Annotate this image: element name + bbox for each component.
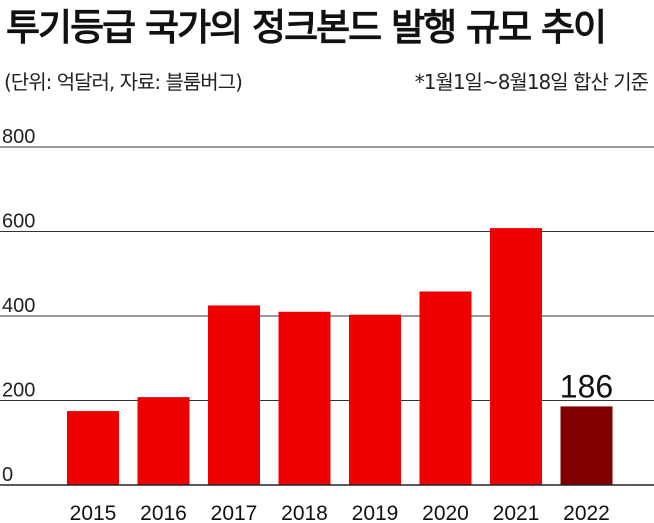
x-tick-label: 2022 [563,502,610,523]
y-tick-label: 200 [2,380,35,402]
y-tick-label: 400 [2,295,35,317]
y-tick-label: 0 [2,464,13,486]
bar [490,228,542,485]
chart-title: 투기등급 국가의 정크본드 발행 규모 추이 [6,6,607,49]
x-tick-label: 2020 [422,502,469,523]
bar [208,305,260,485]
y-tick-label: 800 [2,126,35,148]
bar [137,397,190,485]
bar [67,411,119,485]
bar [278,311,331,485]
x-tick-label: 2021 [493,502,540,523]
x-tick-label: 2018 [281,502,328,523]
x-tick-label: 2019 [352,502,399,523]
bar [419,291,472,485]
y-tick-label: 600 [2,211,35,233]
x-tick-label: 2015 [70,502,117,523]
date-range-note: *1월1일~8월18일 합산 기준 [414,70,649,94]
data-label: 186 [560,368,613,404]
unit-source-note: (단위: 억달러, 자료: 블룸버그) [4,70,243,94]
x-tick-label: 2016 [140,502,187,523]
x-tick-label: 2017 [211,502,258,523]
bar [349,314,401,485]
bar [560,406,613,485]
